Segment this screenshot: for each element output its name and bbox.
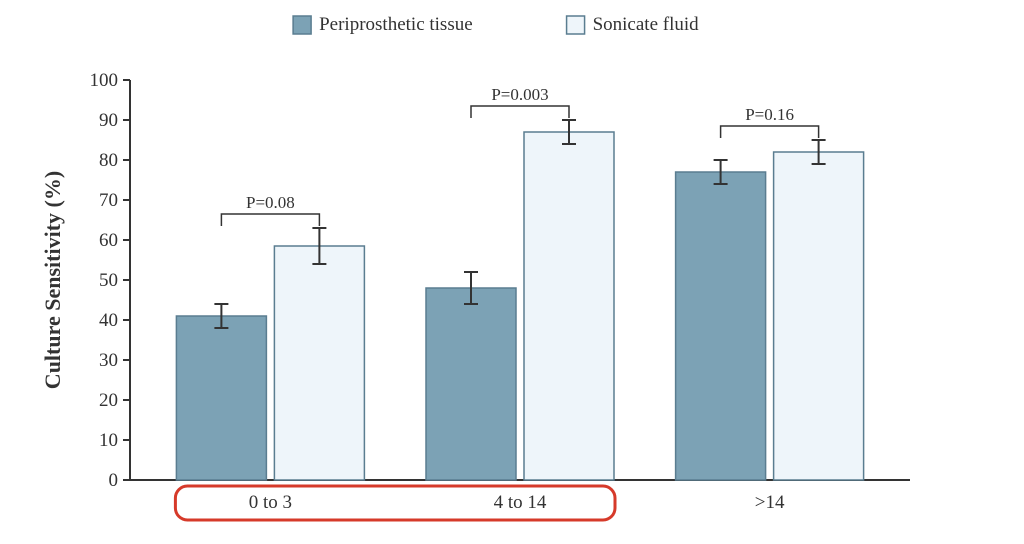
bar [774, 152, 864, 480]
x-category-label: 4 to 14 [494, 492, 547, 513]
bar [676, 172, 766, 480]
p-value-label: P=0.08 [246, 193, 295, 212]
y-tick-label: 10 [99, 430, 118, 451]
y-tick-label: 80 [99, 150, 118, 171]
y-tick-label: 100 [90, 70, 119, 91]
legend-label: Periprosthetic tissue [319, 14, 473, 35]
bar-chart-svg: 0 10 20 30 40 50 60 70 80 90 100 Culture Sensitivit… [0, 0, 1024, 544]
chart-container: 0 10 20 30 40 50 60 70 80 90 100 Culture Sensitivit… [0, 0, 1024, 544]
x-category-label: >14 [755, 492, 785, 513]
y-tick-label: 70 [99, 190, 118, 211]
bar [176, 316, 266, 480]
y-tick-label: 50 [99, 270, 118, 291]
y-axis-label: Culture Sensitivity (%) [40, 171, 65, 389]
y-tick-label: 0 [109, 470, 119, 491]
p-value-label: P=0.003 [491, 85, 548, 104]
y-tick-label: 30 [99, 350, 118, 371]
bar [524, 132, 614, 480]
x-category-label: 0 to 3 [249, 492, 292, 513]
p-value-label: P=0.16 [745, 105, 794, 124]
legend-swatch [567, 16, 585, 34]
y-tick-label: 40 [99, 310, 118, 331]
y-tick-label: 60 [99, 230, 118, 251]
y-tick-label: 20 [99, 390, 118, 411]
y-tick-label: 90 [99, 110, 118, 131]
legend-swatch [293, 16, 311, 34]
legend-label: Sonicate fluid [593, 14, 700, 35]
bar [426, 288, 516, 480]
bar [274, 246, 364, 480]
